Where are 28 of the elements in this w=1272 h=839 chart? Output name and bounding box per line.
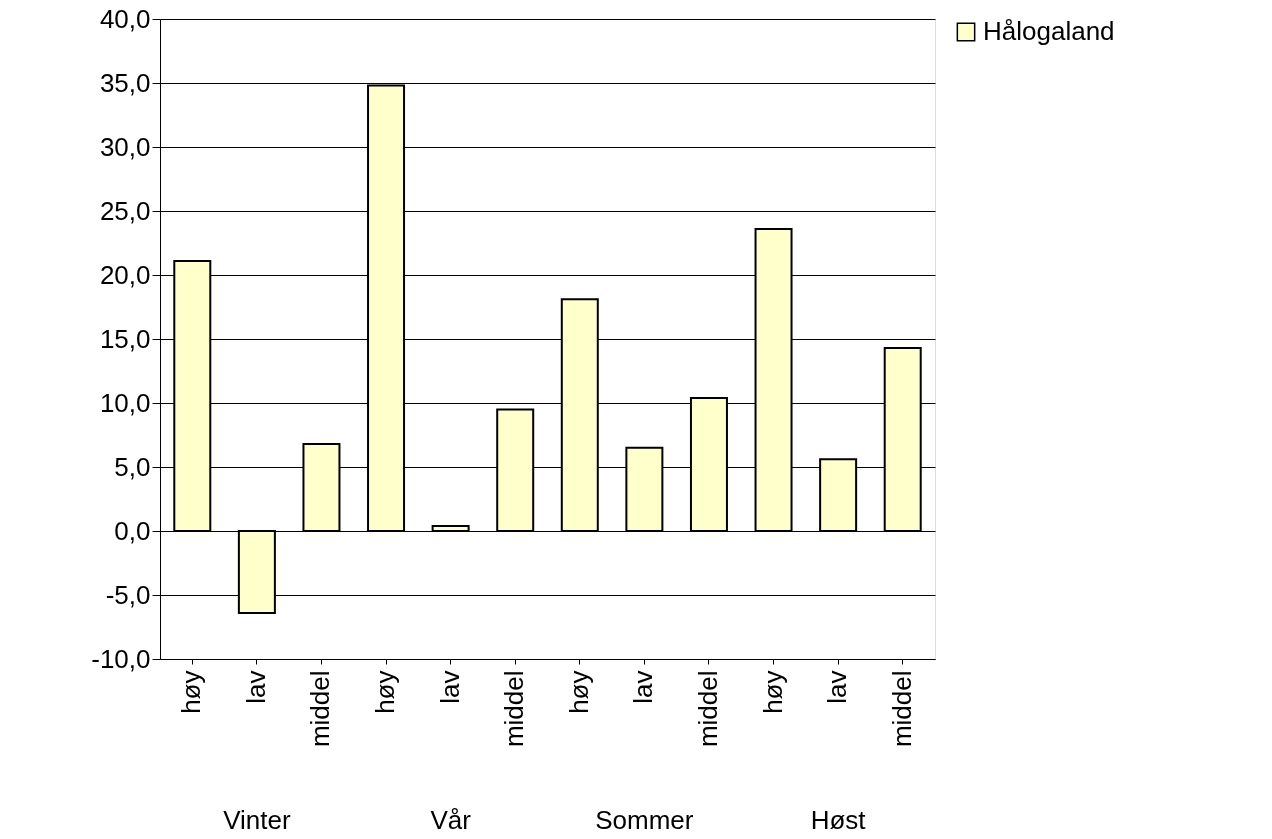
text: Vår	[430, 805, 472, 835]
y-tick-label: 35,0	[99, 67, 151, 98]
y-tick-label: 30,0	[99, 131, 151, 162]
y-tick-label: -5,0	[105, 579, 151, 610]
text: Høst	[810, 805, 867, 835]
y-tick-label: 0,0	[114, 515, 151, 546]
x-tick-label: middel	[499, 670, 530, 748]
text: Vinter	[223, 805, 291, 835]
y-tick-label: 25,0	[99, 195, 151, 226]
x-tick-label: høy	[370, 670, 401, 714]
legend-label: Hålogaland	[983, 16, 1115, 46]
x-tick-label: høy	[176, 670, 207, 714]
x-tick-label: middel	[305, 670, 336, 748]
x-tick-label: lav	[240, 670, 271, 704]
text: Sommer	[595, 805, 694, 835]
y-tick-label: 15,0	[99, 323, 151, 354]
y-tick-label: 5,0	[114, 451, 151, 482]
x-tick-label: lav	[628, 670, 659, 704]
y-tick-label: -10,0	[91, 643, 151, 674]
x-tick-label: middel	[886, 670, 917, 748]
x-tick-label: høy	[563, 670, 594, 714]
x-tick-label: lav	[434, 670, 465, 704]
x-tick-label: middel	[692, 670, 723, 748]
y-tick-label: 20,0	[99, 259, 151, 290]
x-tick-label: lav	[822, 670, 853, 704]
y-tick-label: 40,0	[99, 3, 151, 34]
y-tick-label: 10,0	[99, 387, 151, 418]
x-tick-label: høy	[757, 670, 788, 714]
